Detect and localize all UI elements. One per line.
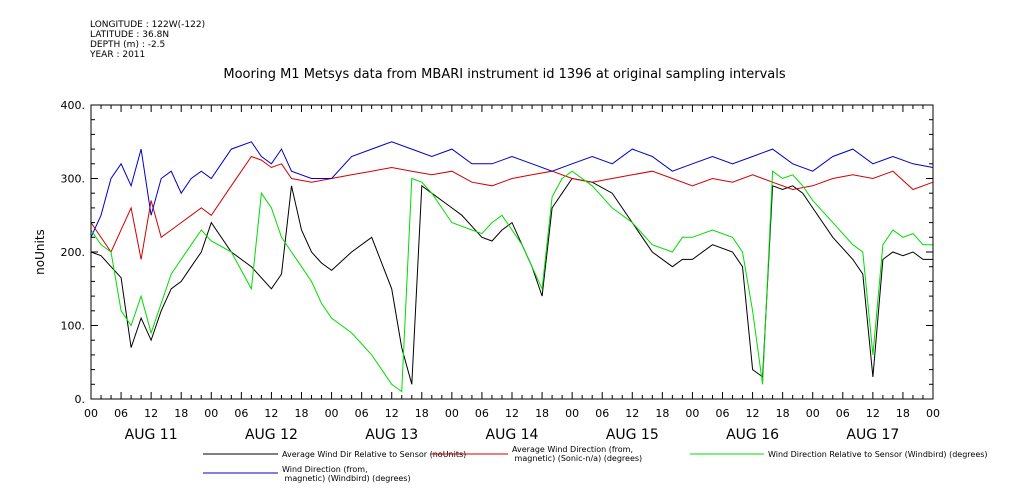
x-tick-label: 12 [385,407,399,420]
day-label: AUG 13 [365,427,418,443]
x-tick-label: 06 [716,407,730,420]
day-label: AUG 14 [486,427,539,443]
series-line-0 [90,177,933,385]
y-tick-label: 300. [61,173,86,186]
x-tick-label: 18 [415,407,429,420]
x-tick-label: 06 [475,407,489,420]
y-tick-label: 100. [61,320,86,333]
legend-label-1: Average Wind Direction (from, magnetic) … [512,445,642,463]
x-tick-label: 18 [896,407,910,420]
y-axis-label: noUnits [33,229,47,275]
depth-label: DEPTH (m) : -2.5 [90,40,166,50]
plot-frame [90,104,934,400]
latitude-label: LATITUDE : 36.8N [90,30,170,40]
year-label: YEAR : 2011 [90,50,146,60]
x-tick-label: 06 [234,407,248,420]
x-tick-label: 00 [325,407,339,420]
x-tick-label: 06 [114,407,128,420]
plot-lines [90,141,934,393]
series-line-2 [90,141,934,238]
x-tick-label: 00 [84,407,98,420]
x-tick-label: 12 [866,407,880,420]
day-label: AUG 17 [846,427,899,443]
x-tick-label: 12 [264,407,278,420]
longitude-label: LONGITUDE : 122W(-122) [90,20,206,30]
x-tick-label: 12 [144,407,158,420]
series-line-1 [90,155,934,260]
x-tick-label: 00 [926,407,940,420]
y-tick-label: 0. [75,393,86,406]
x-tick-label: 00 [806,407,820,420]
day-label: AUG 16 [726,427,779,443]
series-line-3 [90,170,933,393]
x-tick-label: 12 [625,407,639,420]
x-tick-label: 12 [505,407,519,420]
x-tick-label: 18 [174,407,188,420]
day-label: AUG 12 [245,427,298,443]
x-tick-label: 18 [655,407,669,420]
x-tick-label: 18 [295,407,309,420]
legend-label-0: Average Wind Dir Relative to Sensor (noU… [282,450,466,459]
legend-label-2: Wind Direction (from, magnetic) (Windbir… [282,465,411,483]
legend-label-3: Wind Direction Relative to Sensor (Windb… [768,450,988,459]
x-tick-label: 06 [595,407,609,420]
x-tick-label: 00 [685,407,699,420]
x-tick-label: 00 [204,407,218,420]
metadata-block: LONGITUDE : 122W(-122) LATITUDE : 36.8N … [90,20,205,60]
x-tick-label: 18 [776,407,790,420]
x-tick-label: 00 [565,407,579,420]
x-tick-label: 18 [535,407,549,420]
y-tick-label: 200. [61,246,86,259]
chart-title: Mooring M1 Metsys data from MBARI instru… [223,67,786,82]
day-label: AUG 11 [125,427,178,443]
axes: 00 06 12 18 00 06 12 18 00 06 12 18 00 06 12 18 00 06 12 18… [61,99,941,443]
day-label: AUG 15 [606,427,659,443]
x-tick-label: 06 [355,407,369,420]
y-tick-label: 400. [61,99,86,112]
legend: Average Wind Dir Relative to Sensor (noU… [203,445,988,483]
x-tick-label: 00 [445,407,459,420]
x-tick-label: 06 [836,407,850,420]
x-tick-label: 12 [746,407,760,420]
